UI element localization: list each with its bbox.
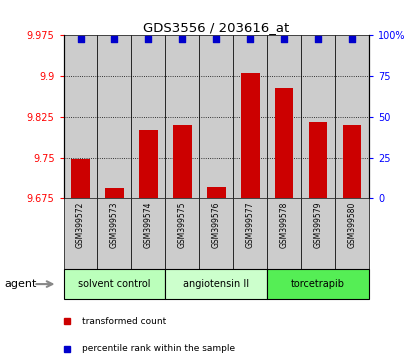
Text: GSM399580: GSM399580 [347, 202, 356, 248]
Title: GDS3556 / 203616_at: GDS3556 / 203616_at [143, 21, 289, 34]
Text: torcetrapib: torcetrapib [290, 279, 344, 289]
Bar [267, 269, 368, 299]
Bar [63, 269, 165, 299]
Bar [97, 35, 131, 198]
Bar [334, 198, 368, 269]
Text: agent: agent [4, 279, 36, 289]
Bar [63, 198, 97, 269]
Point [348, 37, 355, 42]
Bar [233, 198, 267, 269]
Bar [300, 35, 334, 198]
Bar [173, 125, 191, 198]
Bar [165, 35, 199, 198]
Bar [308, 122, 327, 198]
Text: angiotensin II: angiotensin II [183, 279, 249, 289]
Bar [342, 125, 360, 198]
Bar [274, 88, 293, 198]
Point [246, 37, 253, 42]
Bar [97, 198, 131, 269]
Point [213, 37, 219, 42]
Text: percentile rank within the sample: percentile rank within the sample [82, 344, 234, 353]
Bar [165, 269, 267, 299]
Point [280, 37, 287, 42]
Bar [131, 35, 165, 198]
Text: GSM399575: GSM399575 [178, 202, 187, 248]
Bar [267, 198, 300, 269]
Bar [300, 198, 334, 269]
Bar [199, 35, 233, 198]
Bar [131, 198, 165, 269]
Text: GSM399574: GSM399574 [144, 202, 153, 248]
Bar [63, 35, 97, 198]
Text: GSM399579: GSM399579 [313, 202, 322, 248]
Text: GSM399572: GSM399572 [76, 202, 85, 248]
Point [77, 37, 83, 42]
Point [314, 37, 321, 42]
Text: GSM399576: GSM399576 [211, 202, 220, 248]
Bar [207, 187, 225, 198]
Bar [240, 73, 259, 198]
Bar [165, 198, 199, 269]
Bar [71, 159, 90, 198]
Point [111, 37, 117, 42]
Bar [199, 198, 233, 269]
Text: GSM399577: GSM399577 [245, 202, 254, 248]
Bar [139, 130, 157, 198]
Bar [233, 35, 267, 198]
Bar [334, 35, 368, 198]
Point [179, 37, 185, 42]
Point [145, 37, 151, 42]
Bar [105, 188, 124, 198]
Text: GSM399578: GSM399578 [279, 202, 288, 248]
Text: transformed count: transformed count [82, 316, 166, 326]
Bar [267, 35, 300, 198]
Text: solvent control: solvent control [78, 279, 151, 289]
Text: GSM399573: GSM399573 [110, 202, 119, 248]
